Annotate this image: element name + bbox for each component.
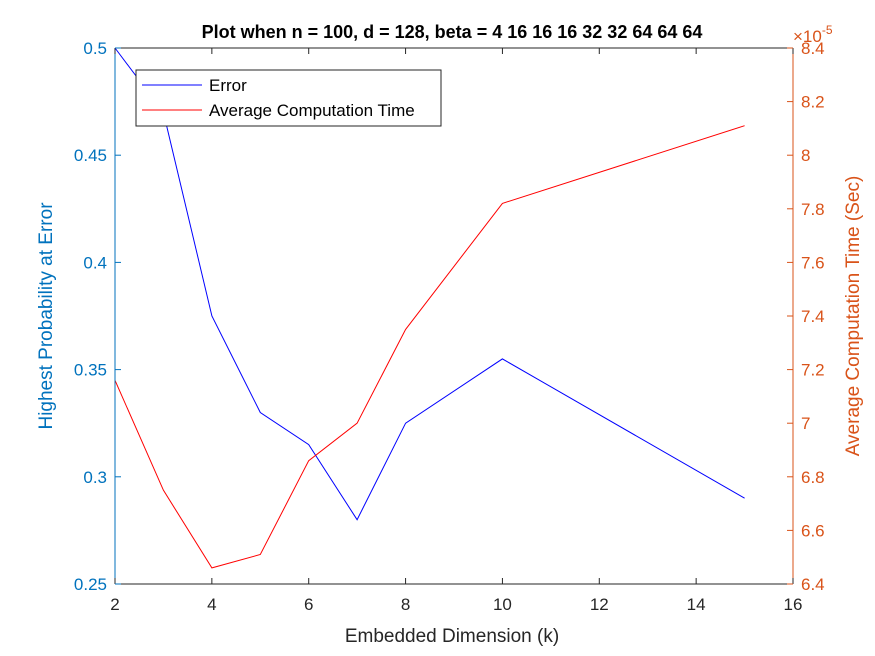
x-tick-label: 10	[493, 595, 512, 614]
y-right-tick-label: 7	[801, 414, 810, 433]
y-right-tick-label: 6.8	[801, 468, 825, 487]
y-right-tick-label: 8.4	[801, 39, 825, 58]
series-layer	[114, 47, 745, 569]
y-left-tick-label: 0.25	[74, 575, 107, 594]
y-right-tick-label: 7.2	[801, 361, 825, 380]
series-line-computation-time	[114, 125, 745, 569]
y-left-tick-label: 0.35	[74, 361, 107, 380]
legend-box	[135, 69, 442, 127]
y-right-tick-label: 8.2	[801, 93, 825, 112]
x-tick-label: 16	[784, 595, 803, 614]
y-left-tick-label: 0.5	[83, 39, 107, 58]
y-right-tick-label: 7.4	[801, 307, 825, 326]
y-left-tick-label: 0.3	[83, 468, 107, 487]
right-axis-exponent: ×10-5	[793, 23, 833, 46]
y-axis-left-label: Highest Probability at Error	[36, 202, 57, 430]
x-tick-label: 8	[401, 595, 410, 614]
x-tick-label: 14	[687, 595, 706, 614]
series-line-error	[114, 47, 745, 521]
ticks-layer: 2 4 6 8 10 12 14 16 0.25 0.3 0.35 0.4 0.45 0.5 6.4 6.6 6…	[74, 39, 825, 614]
chart-title: Plot when n = 100, d = 128, beta = 4 16 …	[202, 22, 703, 42]
y-right-tick-label: 6.6	[801, 521, 825, 540]
x-tick-label: 12	[590, 595, 609, 614]
x-tick-label: 2	[110, 595, 119, 614]
x-axis-label: Embedded Dimension (k)	[345, 626, 559, 647]
y-left-tick-label: 0.4	[83, 253, 107, 272]
y-axis-right-label: Average Computation Time (Sec)	[843, 176, 864, 457]
y-right-tick-label: 8	[801, 146, 810, 165]
y-right-tick-label: 7.8	[801, 200, 825, 219]
right-axis-exponent-power: -5	[822, 23, 833, 37]
x-tick-label: 6	[304, 595, 313, 614]
y-right-tick-label: 6.4	[801, 575, 825, 594]
legend-label-computation-time: Average Computation Time	[209, 101, 415, 120]
legend: Error Average Computation Time	[135, 69, 442, 127]
y-right-tick-label: 7.6	[801, 253, 825, 272]
legend-label-error: Error	[209, 76, 247, 95]
y-left-tick-label: 0.45	[74, 146, 107, 165]
x-tick-label: 4	[207, 595, 216, 614]
right-axis-exponent-base: ×10	[793, 27, 822, 46]
